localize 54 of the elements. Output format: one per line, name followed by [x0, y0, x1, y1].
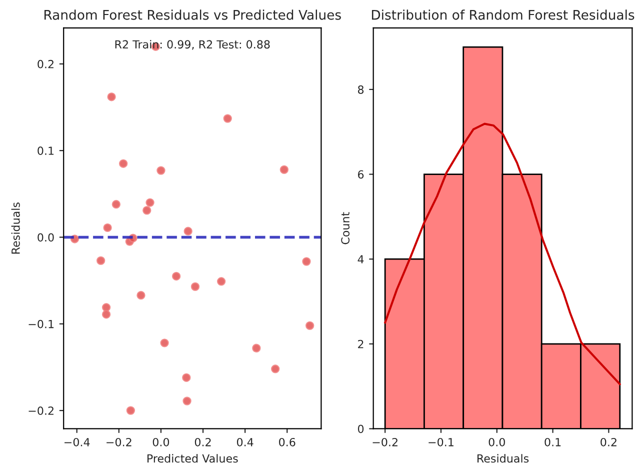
point	[102, 310, 111, 319]
y-tick-label: 2	[358, 340, 364, 348]
point	[156, 166, 166, 175]
x-tick-label: −0.4	[64, 438, 90, 446]
point	[190, 282, 200, 291]
y-tick-label: 8	[358, 85, 364, 94]
y-axis-title: Residuals	[11, 202, 20, 254]
annotation: R2 Train: 0.99, R2 Test: 0.88	[115, 40, 270, 50]
line-series	[384, 122, 621, 386]
point	[118, 159, 128, 168]
point	[112, 200, 121, 209]
x-tick-label: 0.2	[194, 438, 211, 446]
point	[160, 338, 169, 348]
chart-title: Distribution of Random Forest Residuals	[372, 10, 634, 20]
point	[107, 92, 116, 102]
point	[182, 396, 192, 406]
y-axis-title: Count	[341, 212, 350, 244]
y-tick-label: 0.2	[38, 60, 54, 68]
x-axis-title: Predicted Values	[147, 454, 238, 463]
point	[216, 277, 226, 286]
x-tick-label: −0.2	[372, 438, 398, 446]
point	[182, 373, 191, 382]
x-tick-label: 0.0	[152, 438, 170, 446]
point	[103, 223, 112, 232]
point	[280, 165, 289, 174]
x-tick-label: 0.6	[279, 438, 296, 446]
point	[96, 256, 106, 265]
point	[302, 257, 311, 266]
x-axis-title: Residuals	[477, 454, 529, 463]
y-tick-label: 0	[358, 424, 364, 434]
y-tick-label: 0.1	[38, 146, 54, 155]
point	[223, 114, 232, 123]
y-tick-label: 4	[358, 255, 364, 264]
point	[252, 344, 261, 353]
x-tick-label: 0.0	[488, 438, 505, 446]
y-tick-label: 0.0	[38, 233, 54, 242]
point	[126, 406, 136, 415]
x-tick-label: −0.2	[106, 438, 132, 446]
point	[146, 198, 154, 207]
point	[136, 290, 146, 300]
point	[172, 272, 181, 281]
point	[270, 364, 280, 374]
y-tick-label: −0.2	[28, 406, 54, 415]
point	[142, 206, 152, 215]
point	[305, 321, 314, 330]
x-tick-label: 0.4	[236, 438, 254, 446]
x-tick-label: 0.2	[600, 438, 616, 446]
point	[102, 303, 111, 312]
y-tick-label: −0.1	[28, 320, 54, 328]
y-tick-label: 6	[358, 170, 364, 179]
x-tick-label: −0.1	[428, 438, 454, 446]
chart-title: Random Forest Residuals vs Predicted Values	[44, 10, 341, 20]
point	[184, 226, 192, 236]
x-tick-label: 0.1	[544, 438, 561, 446]
